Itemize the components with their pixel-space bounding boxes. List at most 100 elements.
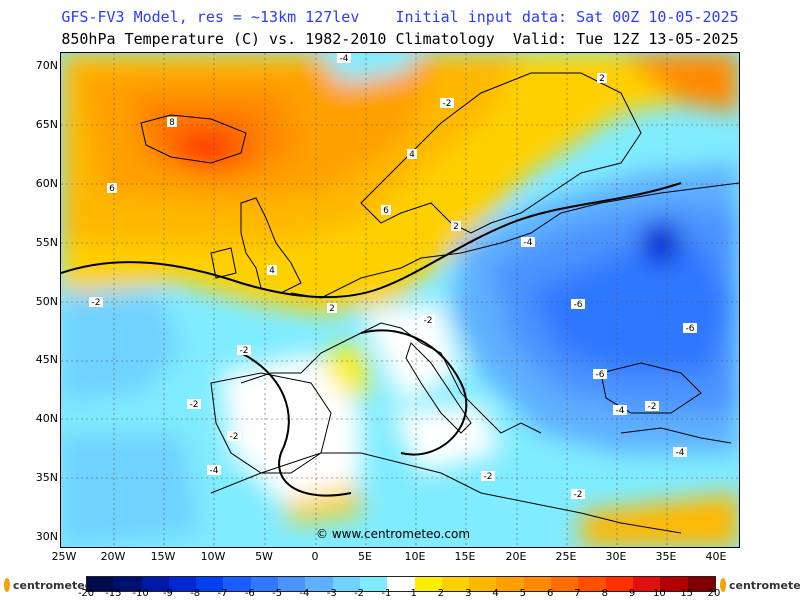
svg-text:2: 2 [599,74,605,84]
svg-text:2: 2 [329,304,335,314]
svg-text:-2: -2 [190,400,199,410]
map-label: 2 [597,77,607,88]
svg-text:-6: -6 [574,300,583,310]
lon-label-15e: 15E [454,550,476,563]
lat-label-35n: 35N [35,471,58,484]
legend-label: -7 [217,588,228,599]
legend-swatch [250,577,279,591]
legend-swatch [196,577,224,591]
svg-text:-4: -4 [340,54,349,64]
legend-label: -2 [354,588,365,599]
centrometeo-logo-icon [4,578,10,592]
logo-left: centrometeo [4,576,92,594]
lat-label-30n: 30N [35,530,58,543]
map-label: -2 [227,431,241,442]
legend-swatch [387,577,415,591]
legend-label: -5 [272,588,283,599]
svg-text:-2: -2 [574,490,583,500]
title-line-2: 850hPa Temperature (C) vs. 1982-2010 Cli… [61,30,739,48]
legend-swatch [305,577,333,591]
legend-label: 9 [628,588,636,599]
map-label: 4 [267,261,277,272]
legend-label: -4 [299,588,310,599]
map-label: -2 [441,97,455,108]
temperature-anomaly-map: -4 -2 2 4 6 8 2 4 6 -4 -6 -6 -2 -2 -2 -2… [60,52,740,548]
map-label: -4 [613,405,627,416]
legend-swatch [605,577,633,591]
map-label: 2 [327,303,337,314]
svg-text:-2: -2 [424,316,433,326]
lon-label-25e: 25E [555,550,577,563]
legend-label: -20 [77,588,95,599]
map-label: -4 [337,53,351,64]
svg-text:-2: -2 [230,432,239,442]
map-label: -2 [421,315,435,326]
legend-swatch [87,577,115,591]
map-label: -4 [207,465,221,476]
lat-label-45n: 45N [35,353,58,366]
lat-label-50n: 50N [35,295,58,308]
legend-swatch [278,577,306,591]
legend-swatch [141,577,169,591]
lon-label-10w: 10W [200,550,226,563]
legend-label: -1 [381,588,392,599]
legend-label: -8 [190,588,201,599]
legend-swatch [441,577,470,591]
centrometeo-logo-icon [720,578,726,592]
legend-label: 20 [707,588,721,599]
map-label: 2 [451,221,461,232]
legend-label: -10 [132,588,149,599]
lon-label-5w: 5W [255,550,273,563]
svg-text:6: 6 [383,206,389,216]
lon-label-20e: 20E [505,550,527,563]
legend-label: 1 [410,588,417,599]
map-label: 2 [597,73,607,84]
map-label: -2 [645,401,659,412]
svg-text:-2: -2 [92,298,101,308]
lat-label-70n: 70N [35,59,58,72]
lon-label-10e: 10E [404,550,426,563]
map-label: -6 [571,299,585,310]
map-canvas: -4 -2 2 4 6 8 2 4 6 -4 -6 -6 -2 -2 -2 -2… [61,53,739,547]
map-label: -4 [673,447,687,458]
svg-text:-2: -2 [648,402,657,412]
watermark-text: © www.centrometeo.com [316,527,471,541]
legend-swatch [523,577,552,591]
logo-right: centrometeo [720,576,800,594]
map-label: -2 [571,489,585,500]
lon-label-0: 0 [311,550,319,563]
legend-swatch [660,577,688,591]
svg-text:-4: -4 [616,406,625,416]
color-legend [86,576,716,592]
map-label: -6 [593,369,607,380]
legend-swatch [332,577,360,591]
legend-swatch [223,577,251,591]
legend-swatch [578,577,606,591]
svg-text:-4: -4 [676,448,685,458]
svg-text:-6: -6 [686,324,695,334]
lon-label-5e: 5E [358,550,372,563]
legend-swatch [469,577,497,591]
svg-text:6: 6 [109,184,115,194]
legend-label: 7 [574,588,581,599]
zero-isotherm [61,182,682,497]
legend-swatch [496,577,524,591]
legend-label: 2 [437,588,445,599]
legend-label: -3 [326,588,337,599]
map-label: 8 [167,117,177,128]
legend-label: -9 [162,588,173,599]
legend-label: -6 [244,588,255,599]
legend-swatch [687,577,715,591]
coastlines [140,72,739,534]
lat-label-65n: 65N [35,118,58,131]
lon-label-40e: 40E [705,550,727,563]
legend-label: 10 [653,588,666,599]
svg-text:4: 4 [269,266,275,276]
map-label: 4 [407,149,417,160]
legend-label: -15 [105,588,122,599]
svg-text:2: 2 [453,222,459,232]
map-label: -2 [187,399,201,410]
legend-swatch [632,577,661,591]
lat-label-40n: 40N [35,412,58,425]
legend-swatch [551,577,579,591]
